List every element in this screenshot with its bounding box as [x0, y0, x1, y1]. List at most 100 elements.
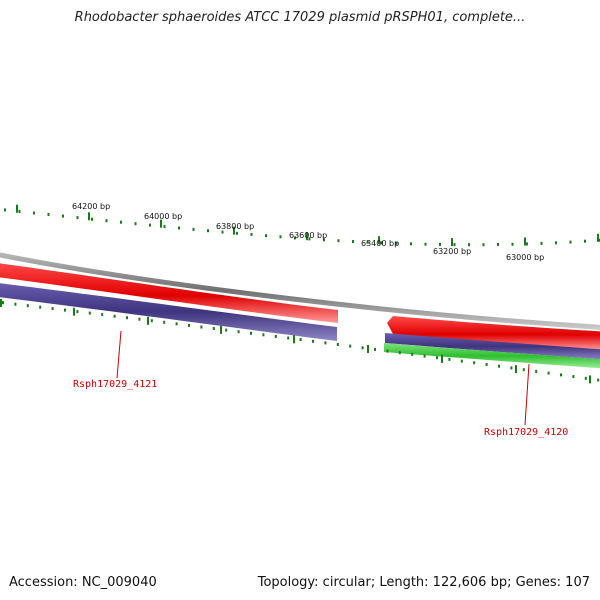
gene-bar-4121	[0, 283, 337, 341]
scale-tick-minor	[18, 210, 21, 213]
scale-tick-major	[597, 233, 599, 242]
scale-tick-minor	[526, 242, 528, 246]
inner-tick-minor	[398, 351, 401, 355]
scale-tick-minor	[4, 208, 6, 212]
inner-tick-minor	[560, 373, 562, 377]
inner-tick-minor	[250, 331, 252, 335]
inner-tick-major	[0, 299, 2, 307]
gene-bar-4120	[385, 333, 600, 360]
inner-tick-minor	[113, 314, 116, 318]
outer-scale-ticks	[4, 204, 600, 247]
scale-tick-minor	[207, 229, 209, 233]
scale-tick-label: 63200 bp	[433, 247, 471, 256]
scale-tick-label: 63800 bp	[216, 222, 254, 231]
inner-tick-minor	[101, 313, 104, 317]
gene-label-leader-4120	[524, 363, 530, 426]
scale-tick-minor	[453, 243, 456, 247]
inner-tick-minor	[237, 330, 240, 334]
inner-tick-minor	[510, 366, 513, 370]
scale-tick-minor	[250, 233, 253, 236]
inner-tick-minor	[460, 359, 463, 363]
inner-tick-minor	[411, 352, 414, 356]
gene-label-4120[interactable]: Rsph17029_4120	[484, 427, 568, 438]
scale-tick-minor	[366, 240, 369, 244]
inner-tick-minor	[14, 302, 17, 306]
accession-text: Accession: NC_009040	[9, 575, 157, 590]
scale-tick-label: 63400 bp	[361, 239, 399, 248]
scale-tick-minor	[439, 243, 441, 246]
scale-tick-major	[88, 212, 90, 221]
gene-label-leader-4121	[116, 330, 122, 379]
scale-tick-minor	[497, 243, 499, 246]
inner-tick-minor	[138, 317, 141, 321]
scale-tick-major	[524, 237, 526, 246]
inner-tick-minor	[76, 310, 79, 314]
scale-tick-minor	[47, 213, 50, 216]
inner-tick-minor	[150, 319, 153, 323]
scale-tick-minor	[105, 219, 108, 223]
scale-tick-label: 63600 bp	[289, 231, 327, 240]
scale-tick-minor	[482, 243, 485, 247]
scale-tick-minor	[163, 225, 166, 229]
inner-tick-minor	[200, 325, 203, 329]
scale-tick-minor	[149, 223, 151, 227]
scale-tick-minor	[178, 226, 180, 230]
scale-tick-labels: 64200 bp 64000 bp 63800 bp 63600 bp 63400 bp…	[72, 202, 544, 262]
scale-tick-label: 63000 bp	[506, 253, 544, 262]
scale-tick-minor	[265, 234, 267, 238]
inner-tick-minor	[423, 354, 426, 358]
inner-tick-major	[367, 345, 369, 353]
scale-tick-minor	[323, 238, 325, 242]
inner-tick-minor	[374, 347, 376, 351]
scale-tick-minor	[337, 239, 340, 243]
inner-tick-minor	[126, 316, 128, 320]
scale-tick-major	[451, 238, 453, 247]
inner-tick-minor	[386, 349, 389, 353]
scale-tick-major	[233, 226, 235, 235]
scale-tick-minor	[91, 217, 93, 221]
inner-tick-minor	[163, 320, 166, 324]
scale-tick-minor	[294, 236, 296, 240]
inner-tick-minor	[324, 341, 327, 345]
cds-feature-4120	[387, 316, 600, 350]
inner-tick-minor	[188, 323, 190, 327]
inner-tick-major	[441, 354, 443, 363]
scale-tick-minor	[598, 238, 600, 242]
map-title: Rhodobacter sphaeroides ATCC 17029 plasm…	[74, 10, 526, 25]
inner-tick-minor	[498, 364, 500, 368]
gene-label-4121[interactable]: Rsph17029_4121	[73, 379, 157, 390]
scale-tick-minor	[33, 211, 35, 215]
inner-tick-minor	[336, 343, 339, 346]
inner-tick-major	[589, 375, 591, 384]
inner-tick-minor	[572, 375, 575, 379]
scale-tick-minor	[569, 240, 572, 244]
scale-tick-label: 64000 bp	[144, 212, 182, 221]
inner-tick-minor	[287, 336, 290, 340]
inner-tick-minor	[312, 339, 314, 343]
inner-tick-minor	[448, 357, 451, 361]
scale-tick-major	[160, 219, 162, 228]
inner-tick-minor	[2, 301, 4, 305]
scale-tick-minor	[352, 240, 354, 243]
inner-tick-minor	[225, 328, 228, 332]
inner-tick-minor	[26, 304, 29, 308]
inner-tick-minor	[535, 369, 538, 373]
summary-text: Topology: circular; Length: 122,606 bp; …	[257, 575, 590, 590]
inner-tick-major	[73, 307, 75, 316]
inner-tick-major	[293, 335, 295, 344]
scale-tick-major	[16, 204, 18, 213]
cds-feature-4121	[0, 263, 338, 323]
scale-tick-major	[378, 236, 380, 245]
inner-scale-ticks	[0, 299, 600, 384]
scale-tick-minor	[468, 243, 470, 247]
scale-tick-minor	[381, 241, 383, 245]
scale-tick-minor	[279, 235, 282, 239]
inner-tick-minor	[361, 346, 364, 350]
scale-tick-minor	[511, 242, 514, 246]
inner-tick-minor	[485, 363, 488, 366]
inner-tick-minor	[39, 305, 42, 309]
inner-tick-minor	[262, 333, 265, 337]
inner-tick-minor	[212, 327, 215, 330]
scale-tick-minor	[555, 241, 557, 245]
